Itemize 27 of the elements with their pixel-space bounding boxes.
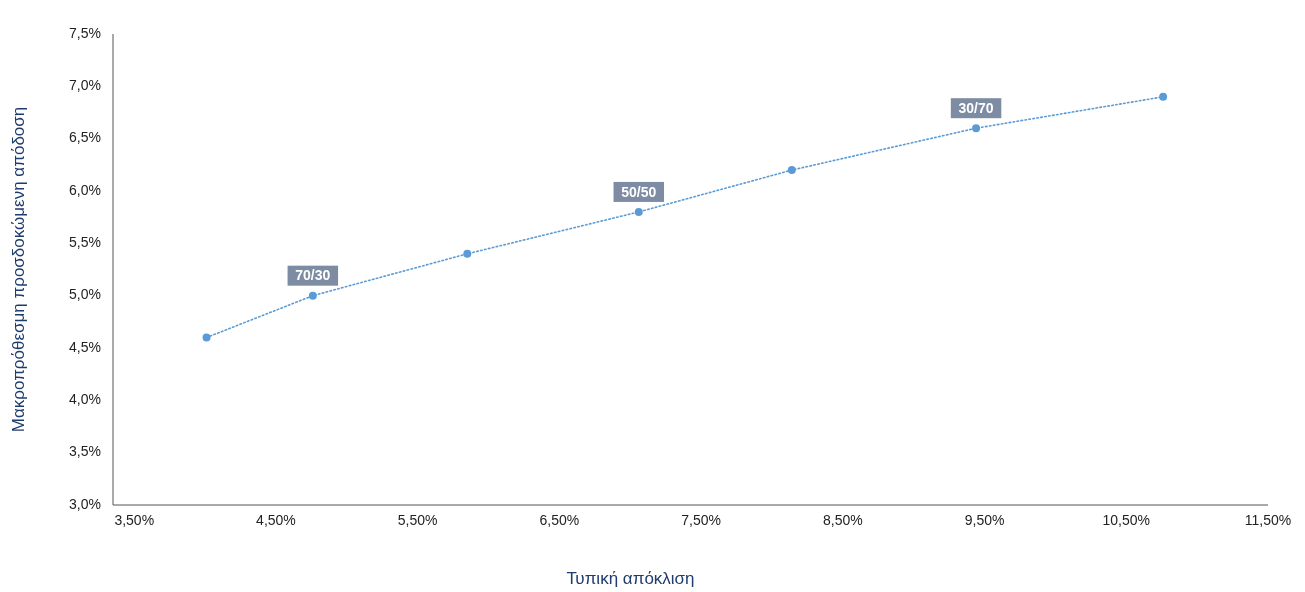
x-tick-label: 9,50% (964, 512, 1005, 528)
x-tick-label: 3,50% (114, 512, 155, 528)
x-tick-label: 11,50% (1244, 512, 1292, 528)
x-tick-label: 8,50% (823, 512, 863, 528)
x-tick-label: 5,50% (397, 512, 438, 528)
y-tick-label: 4,0% (69, 391, 101, 408)
y-tick-label: 3,0% (69, 495, 101, 512)
x-tick-label: 4,50% (256, 512, 296, 528)
x-tick-label: 6,50% (539, 512, 580, 528)
y-axis-title: Μακροπρόθεσμη προσδοκώμενη απόδοση (9, 106, 28, 433)
y-tick-label: 6,5% (69, 129, 101, 146)
point (1159, 92, 1168, 101)
point (972, 124, 981, 133)
y-tick-label: 5,0% (69, 286, 101, 303)
y-tick-label: 4,5% (69, 338, 101, 355)
y-tick-label: 5,5% (69, 234, 101, 251)
x-tick-label: 10,50% (1102, 512, 1151, 528)
y-tick-label: 3,5% (69, 443, 101, 460)
annotation: 70/30 (295, 267, 331, 284)
y-tick-label: 7,5% (69, 24, 101, 41)
point (634, 207, 643, 216)
y-tick-label: 6,0% (69, 181, 101, 198)
y-tick-label: 7,0% (69, 77, 101, 94)
x-axis-title: Τυπική απόκλιση (566, 569, 695, 588)
x-tick-label: 7,50% (681, 512, 721, 528)
annotation: 50/50 (621, 183, 657, 200)
annotation: 30/70 (958, 99, 994, 116)
